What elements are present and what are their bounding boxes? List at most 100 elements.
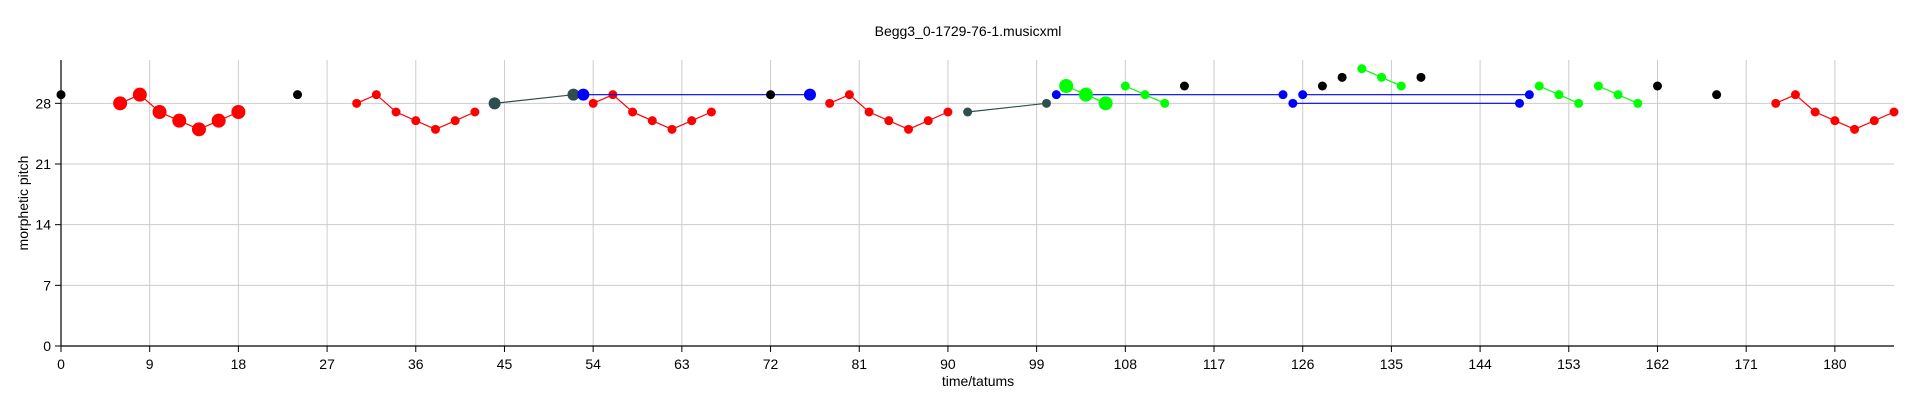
x-tick-label: 135 bbox=[1380, 356, 1404, 372]
chart-title: Begg3_0-1729-76-1.musicxml bbox=[875, 23, 1062, 39]
data-point bbox=[1554, 90, 1564, 100]
data-point bbox=[766, 90, 776, 100]
data-point bbox=[1534, 81, 1544, 91]
series-line bbox=[494, 94, 574, 104]
data-point bbox=[803, 88, 816, 101]
series-teal bbox=[963, 98, 1051, 117]
data-point bbox=[152, 105, 167, 119]
series-blue bbox=[1298, 90, 1534, 100]
data-point bbox=[884, 116, 894, 126]
y-tick-label: 21 bbox=[35, 156, 51, 172]
data-point bbox=[411, 116, 421, 126]
series-green bbox=[1593, 81, 1643, 108]
x-tick-label: 18 bbox=[231, 356, 247, 372]
data-point bbox=[687, 116, 697, 126]
data-point bbox=[1357, 64, 1367, 74]
data-point bbox=[647, 116, 657, 126]
data-point bbox=[706, 107, 716, 117]
series-red bbox=[113, 87, 246, 137]
data-point bbox=[1098, 96, 1113, 111]
data-point bbox=[56, 90, 66, 100]
data-point bbox=[371, 90, 381, 100]
data-point bbox=[1179, 81, 1189, 91]
data-point bbox=[172, 113, 187, 128]
data-point bbox=[577, 88, 590, 101]
x-tick-label: 153 bbox=[1557, 356, 1581, 372]
data-point bbox=[1515, 98, 1525, 108]
data-point bbox=[1396, 81, 1406, 91]
data-point bbox=[1633, 98, 1643, 108]
data-point bbox=[1317, 81, 1327, 91]
data-point bbox=[1051, 90, 1061, 100]
data-point bbox=[191, 122, 206, 137]
data-point bbox=[667, 124, 677, 134]
data-point bbox=[1120, 81, 1130, 91]
x-tick-label: 126 bbox=[1291, 356, 1315, 372]
data-point bbox=[1278, 90, 1288, 100]
data-point bbox=[231, 105, 246, 119]
data-point bbox=[450, 116, 460, 126]
x-tick-label: 27 bbox=[319, 356, 335, 372]
data-point bbox=[488, 97, 501, 110]
x-tick-label: 144 bbox=[1468, 356, 1492, 372]
x-tick-label: 162 bbox=[1646, 356, 1670, 372]
data-point bbox=[470, 107, 480, 117]
data-point bbox=[864, 107, 874, 117]
data-point bbox=[567, 88, 580, 101]
y-tick-label: 28 bbox=[35, 95, 51, 111]
points-layer bbox=[56, 72, 1722, 100]
series-green bbox=[1534, 81, 1584, 108]
y-tick-label: 14 bbox=[35, 217, 51, 233]
x-axis-title: time/tatums bbox=[942, 373, 1014, 389]
data-point bbox=[1574, 98, 1584, 108]
series-blue bbox=[1288, 98, 1525, 108]
y-axis-title: morphetic pitch bbox=[15, 156, 31, 251]
data-point bbox=[923, 116, 933, 126]
data-point bbox=[1869, 116, 1879, 126]
data-point bbox=[844, 90, 854, 100]
data-point bbox=[1337, 72, 1347, 82]
data-point bbox=[1078, 87, 1093, 102]
series-teal bbox=[488, 88, 580, 110]
data-point bbox=[1850, 124, 1860, 134]
x-tick-label: 72 bbox=[763, 356, 779, 372]
x-tick-label: 63 bbox=[674, 356, 690, 372]
x-tick-label: 180 bbox=[1823, 356, 1847, 372]
data-point bbox=[1593, 81, 1603, 91]
data-point bbox=[1790, 90, 1800, 100]
series-green bbox=[1357, 64, 1406, 91]
data-point bbox=[1889, 107, 1899, 117]
x-tick-label: 117 bbox=[1203, 356, 1226, 372]
x-tick-label: 99 bbox=[1029, 356, 1045, 372]
series-red bbox=[588, 90, 716, 134]
x-tick-label: 36 bbox=[408, 356, 424, 372]
grid bbox=[60, 60, 1894, 347]
data-point bbox=[588, 98, 598, 108]
x-tick-label: 90 bbox=[940, 356, 956, 372]
data-point bbox=[1524, 90, 1534, 100]
series-line bbox=[967, 102, 1047, 113]
data-point bbox=[430, 124, 440, 134]
series-red bbox=[352, 90, 480, 134]
x-tick-label: 171 bbox=[1734, 356, 1758, 372]
y-tick-label: 0 bbox=[43, 338, 51, 354]
series-red bbox=[825, 90, 953, 134]
data-point bbox=[113, 96, 128, 111]
data-point bbox=[132, 87, 147, 102]
data-point bbox=[293, 90, 303, 100]
x-tick-label: 9 bbox=[146, 356, 154, 372]
x-tick-label: 54 bbox=[585, 356, 601, 372]
x-tick-label: 81 bbox=[851, 356, 867, 372]
data-point bbox=[963, 107, 973, 117]
series-layer bbox=[113, 64, 1899, 137]
data-point bbox=[1298, 90, 1308, 100]
data-point bbox=[1059, 79, 1074, 93]
data-point bbox=[1613, 90, 1623, 100]
data-point bbox=[391, 107, 401, 117]
data-point bbox=[1377, 72, 1387, 82]
series-green bbox=[1120, 81, 1170, 108]
data-point bbox=[825, 98, 835, 108]
series-red bbox=[1771, 90, 1899, 134]
data-point bbox=[904, 124, 914, 134]
